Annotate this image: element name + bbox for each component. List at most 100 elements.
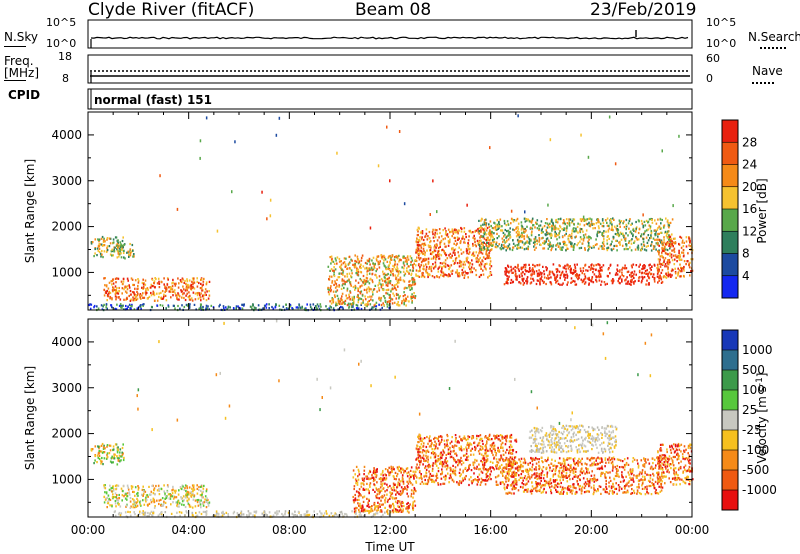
- data-cell: [656, 238, 658, 241]
- data-cell: [114, 484, 117, 487]
- data-cell: [431, 275, 434, 278]
- data-cell: [569, 265, 571, 268]
- data-cell: [117, 252, 120, 255]
- data-cell: [118, 286, 120, 290]
- data-cell: [376, 509, 378, 512]
- data-cell: [309, 303, 312, 306]
- data-cell: [176, 511, 178, 514]
- data-cell: [427, 479, 429, 482]
- data-cell: [521, 274, 523, 277]
- data-cell: [396, 270, 398, 273]
- data-cell: [346, 297, 349, 300]
- data-cell: [337, 514, 340, 517]
- data-cell: [565, 270, 567, 273]
- data-cell: [122, 236, 124, 239]
- data-cell: [106, 245, 109, 248]
- data-cell: [407, 265, 410, 268]
- data-cell: [359, 511, 361, 514]
- data-cell: [678, 269, 681, 272]
- data-cell: [409, 285, 411, 288]
- data-cell: [482, 256, 485, 259]
- data-cell: [477, 229, 480, 232]
- data-cell: [631, 281, 633, 284]
- data-cell: [186, 511, 188, 514]
- data-cell: [464, 270, 466, 273]
- data-cell: [116, 287, 118, 290]
- data-cell: [650, 229, 653, 233]
- data-cell: [588, 217, 590, 220]
- data-cell: [530, 232, 533, 235]
- data-cell: [399, 490, 402, 493]
- data-cell: [401, 480, 403, 483]
- data-cell: [566, 283, 568, 286]
- data-cell: [613, 225, 616, 228]
- data-cell: [109, 444, 112, 447]
- data-cell: [354, 509, 357, 512]
- data-cell: [114, 443, 117, 446]
- data-cell: [656, 275, 659, 278]
- data-cell: [389, 280, 392, 283]
- data-cell: [348, 272, 351, 275]
- data-cell: [358, 504, 360, 507]
- data-cell: [222, 305, 225, 308]
- data-cell: [366, 475, 369, 478]
- data-cell: [406, 467, 409, 470]
- data-cell: [353, 510, 356, 513]
- data-cell: [246, 514, 248, 517]
- data-cell: [689, 241, 691, 244]
- data-cell: [390, 270, 392, 273]
- data-cell: [419, 236, 421, 239]
- data-cell: [130, 514, 132, 517]
- data-cell: [667, 253, 669, 256]
- data-cell: [106, 453, 108, 457]
- data-cell: [397, 274, 399, 277]
- data-cell: [485, 253, 487, 256]
- data-cell: [413, 262, 415, 265]
- data-cell: [625, 282, 627, 285]
- data-cell: [477, 243, 480, 246]
- data-cell: [415, 490, 417, 493]
- data-cell: [685, 245, 688, 248]
- data-cell: [201, 289, 203, 292]
- data-cell: [106, 444, 109, 447]
- data-cell: [407, 482, 410, 485]
- data-cell: [593, 223, 595, 226]
- data-cell: [568, 218, 570, 221]
- data-cell: [566, 227, 568, 230]
- data-cell: [561, 283, 563, 286]
- data-cell: [429, 252, 432, 255]
- data-cell: [485, 229, 488, 232]
- data-cell: [650, 236, 652, 239]
- data-cell: [450, 264, 453, 267]
- data-cell: [415, 240, 418, 243]
- data-cell: [435, 442, 438, 445]
- data-cell: [665, 248, 667, 251]
- nsearch-legend-line: [760, 47, 786, 49]
- data-cell: [573, 227, 575, 230]
- data-cell: [134, 298, 136, 301]
- data-cell: [389, 260, 391, 263]
- data-cell: [562, 222, 564, 225]
- data-cell: [682, 274, 685, 278]
- data-cell: [423, 475, 425, 478]
- data-cell: [483, 246, 486, 249]
- data-cell: [501, 434, 503, 438]
- data-cell: [354, 287, 357, 290]
- data-cell: [680, 268, 683, 271]
- data-cell: [341, 284, 344, 287]
- data-cell: [100, 237, 103, 240]
- data-cell: [367, 303, 369, 306]
- data-cell: [640, 219, 643, 223]
- data-cell: [671, 218, 674, 221]
- data-cell: [155, 484, 157, 488]
- data-cell: [535, 246, 537, 249]
- data-cell: [360, 266, 362, 270]
- data-cell: [590, 279, 592, 282]
- data-cell: [517, 240, 520, 243]
- data-cell: [595, 268, 597, 272]
- data-cell: [514, 274, 517, 277]
- data-cell: [404, 260, 407, 263]
- data-cell: [617, 232, 619, 235]
- data-cell: [186, 499, 188, 502]
- data-cell: [483, 237, 486, 240]
